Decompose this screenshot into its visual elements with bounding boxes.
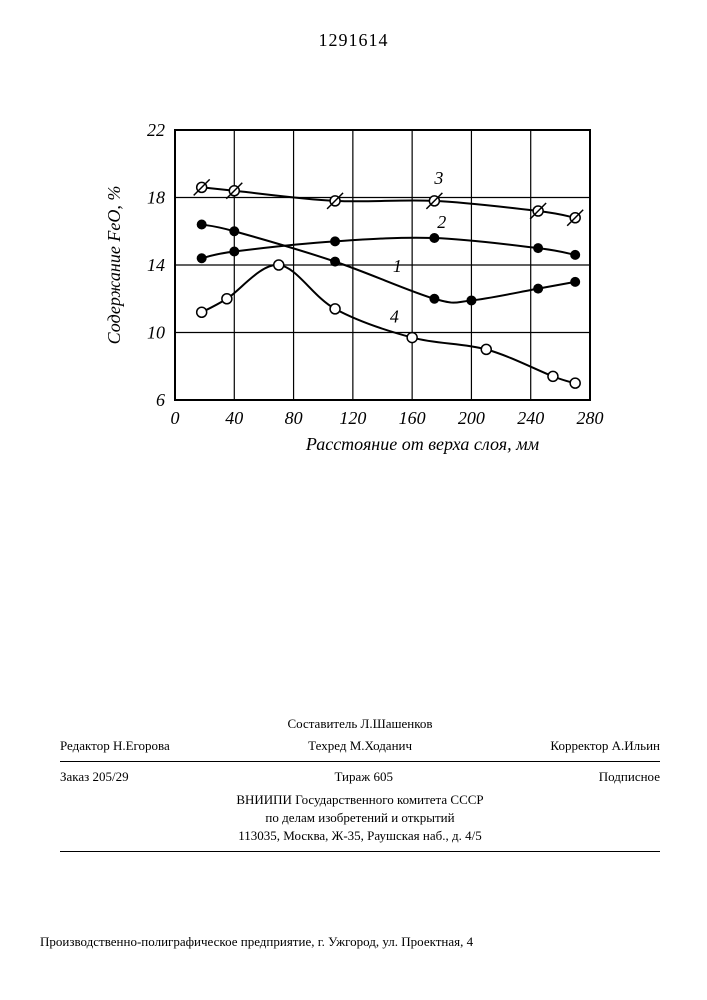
x-tick-label: 160: [399, 408, 426, 428]
footer-line: Производственно-полиграфическое предприя…: [40, 934, 680, 950]
x-tick-label: 0: [171, 408, 180, 428]
subscribed: Подписное: [599, 768, 660, 786]
marker-filled: [197, 253, 207, 263]
x-tick-label: 280: [577, 408, 604, 428]
imprint-line-3: 113035, Москва, Ж-35, Раушская наб., д. …: [60, 827, 660, 845]
divider-1: [60, 761, 660, 762]
x-tick-label: 240: [517, 408, 544, 428]
editor-name: Н.Егорова: [113, 738, 170, 753]
marker-filled: [429, 294, 439, 304]
marker-filled: [570, 277, 580, 287]
techred-label: Техред: [308, 738, 346, 753]
marker-filled: [197, 220, 207, 230]
marker-open: [481, 344, 491, 354]
imprint-line-1: ВНИИПИ Государственного комитета СССР: [60, 791, 660, 809]
corrector-name: А.Ильин: [612, 738, 660, 753]
marker-open: [548, 371, 558, 381]
credits-block: Составитель Л.Шашенков Редактор Н.Егоров…: [60, 715, 660, 858]
marker-open: [330, 304, 340, 314]
series-label: 4: [390, 306, 399, 326]
marker-filled: [466, 295, 476, 305]
compiler-name: Л.Шашенков: [361, 716, 433, 731]
chart: 04080120160200240280610141822Расстояние …: [90, 110, 610, 490]
series-label: 1: [393, 256, 402, 276]
marker-filled: [533, 284, 543, 294]
page: 1291614 04080120160200240280610141822Рас…: [0, 0, 707, 1000]
marker-open: [570, 378, 580, 388]
document-number: 1291614: [0, 30, 707, 51]
marker-open: [274, 260, 284, 270]
series-line-2: [202, 238, 576, 259]
marker-open: [407, 333, 417, 343]
marker-filled: [330, 236, 340, 246]
order-number: Заказ 205/29: [60, 768, 129, 786]
marker-filled: [330, 257, 340, 267]
x-tick-label: 200: [458, 408, 485, 428]
marker-filled: [533, 243, 543, 253]
imprint-line-2: по делам изобретений и открытий: [60, 809, 660, 827]
circulation: Тираж 605: [334, 768, 393, 786]
marker-open: [197, 307, 207, 317]
marker-filled: [229, 226, 239, 236]
corrector-label: Корректор: [550, 738, 608, 753]
divider-2: [60, 851, 660, 852]
y-axis-label: Содержание FeO, %: [104, 186, 124, 345]
editor-label: Редактор: [60, 738, 110, 753]
techred-name: М.Ходанич: [350, 738, 412, 753]
marker-filled: [229, 247, 239, 257]
y-tick-label: 10: [147, 323, 165, 343]
series-line-3: [202, 187, 576, 217]
y-tick-label: 14: [147, 255, 165, 275]
x-axis-label: Расстояние от верха слоя, мм: [305, 434, 540, 454]
marker-filled: [570, 250, 580, 260]
y-tick-label: 18: [147, 188, 165, 208]
marker-filled: [429, 233, 439, 243]
series-label: 2: [437, 212, 446, 232]
y-tick-label: 22: [147, 120, 165, 140]
marker-open: [222, 294, 232, 304]
compiler-label: Составитель: [287, 716, 357, 731]
chart-svg: 04080120160200240280610141822Расстояние …: [90, 110, 610, 490]
x-tick-label: 80: [285, 408, 303, 428]
x-tick-label: 120: [339, 408, 366, 428]
series-label: 3: [433, 168, 443, 188]
series-line-1: [202, 225, 576, 303]
x-tick-label: 40: [225, 408, 243, 428]
y-tick-label: 6: [156, 390, 165, 410]
